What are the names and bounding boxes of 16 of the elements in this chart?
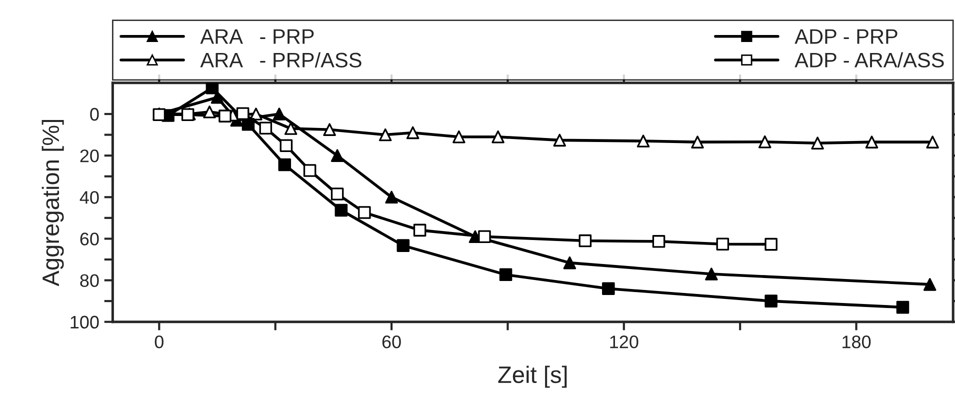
y-tick-label: 80 [80, 274, 99, 287]
x-tick-label: 180 [842, 336, 871, 348]
legend-label: ARA - PRP/ASS [200, 52, 362, 68]
legend-label: ADP - ARA/ASS [794, 52, 944, 68]
y-tick-label: 100 [70, 316, 99, 329]
y-tick-label: 20 [80, 150, 99, 162]
y-axis-title: Aggregation [%] [42, 120, 64, 286]
x-tick-label: 120 [610, 336, 638, 348]
x-axis-title: Zeit [s] [498, 366, 567, 388]
y-tick-label: 60 [80, 232, 99, 246]
y-tick-label: 40 [80, 191, 99, 204]
x-tick-label: 0 [154, 336, 164, 348]
y-tick-label: 0 [90, 108, 99, 121]
legend-label: ADP - PRP [794, 29, 898, 44]
x-tick-label: 60 [382, 336, 401, 348]
legend-label: ARA - PRP [200, 29, 314, 44]
